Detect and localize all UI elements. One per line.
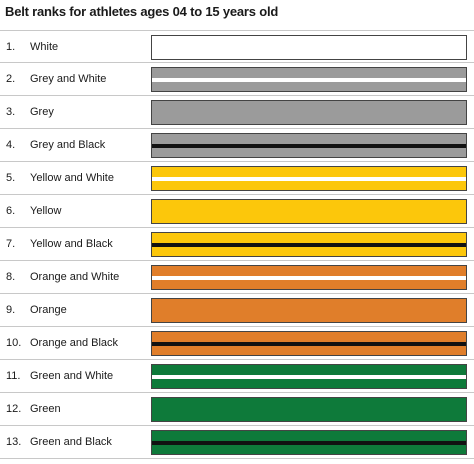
belt-row: 13. Green and Black	[0, 426, 474, 459]
belt-row: 3. Grey	[0, 96, 474, 129]
page-title: Belt ranks for athletes ages 04 to 15 ye…	[5, 4, 279, 19]
belt-swatch	[151, 364, 467, 389]
belt-label: Orange and White	[30, 271, 120, 283]
belt-rank-table: 1. White 2. Grey and White 3. Grey 4. Grey a…	[0, 30, 474, 459]
belt-number: 1.	[6, 41, 16, 53]
belt-row: 12. Green	[0, 393, 474, 426]
belt-label: Orange and Black	[30, 337, 119, 349]
belt-stripe	[152, 440, 466, 445]
belt-number: 12.	[6, 403, 22, 415]
belt-swatch	[151, 331, 467, 356]
belt-label: Green and Black	[30, 436, 112, 448]
belt-label: Grey	[30, 106, 54, 118]
belt-swatch	[151, 397, 467, 422]
belt-label: White	[30, 41, 59, 53]
belt-swatch	[151, 298, 467, 323]
belt-row: 10. Orange and Black	[0, 327, 474, 360]
belt-row: 5. Yellow and White	[0, 162, 474, 195]
belt-stripe	[152, 341, 466, 346]
belt-number: 10.	[6, 337, 22, 349]
belt-stripe	[152, 176, 466, 181]
belt-label: Yellow and Black	[30, 238, 113, 250]
belt-row: 1. White	[0, 30, 474, 63]
belt-number: 11.	[6, 370, 21, 382]
belt-number: 4.	[6, 139, 16, 151]
belt-label: Grey and White	[30, 73, 107, 85]
belt-row: 2. Grey and White	[0, 63, 474, 96]
belt-row: 9. Orange	[0, 294, 474, 327]
belt-number: 13.	[6, 436, 22, 448]
belt-swatch	[151, 67, 467, 92]
belt-stripe	[152, 374, 466, 379]
belt-label: Green and White	[30, 370, 114, 382]
belt-row: 4. Grey and Black	[0, 129, 474, 162]
belt-swatch	[151, 166, 467, 191]
belt-stripe	[152, 77, 466, 82]
belt-label: Green	[30, 403, 61, 415]
belt-swatch	[151, 265, 467, 290]
belt-row: 8. Orange and White	[0, 261, 474, 294]
belt-label: Yellow and White	[30, 172, 114, 184]
belt-stripe	[152, 242, 466, 247]
belt-stripe	[152, 275, 466, 280]
belt-swatch	[151, 133, 467, 158]
belt-swatch	[151, 35, 467, 60]
belt-label: Orange	[30, 304, 67, 316]
belt-number: 7.	[6, 238, 16, 250]
belt-row: 11. Green and White	[0, 360, 474, 393]
belt-label: Grey and Black	[30, 139, 106, 151]
belt-number: 5.	[6, 172, 16, 184]
belt-swatch	[151, 232, 467, 257]
belt-stripe	[152, 143, 466, 148]
belt-label: Yellow	[30, 205, 62, 217]
belt-row: 7. Yellow and Black	[0, 228, 474, 261]
belt-number: 3.	[6, 106, 16, 118]
belt-swatch	[151, 430, 467, 455]
belt-swatch	[151, 199, 467, 224]
belt-row: 6. Yellow	[0, 195, 474, 228]
belt-number: 9.	[6, 304, 16, 316]
belt-number: 8.	[6, 271, 16, 283]
belt-number: 6.	[6, 205, 16, 217]
belt-swatch	[151, 100, 467, 125]
belt-number: 2.	[6, 73, 16, 85]
